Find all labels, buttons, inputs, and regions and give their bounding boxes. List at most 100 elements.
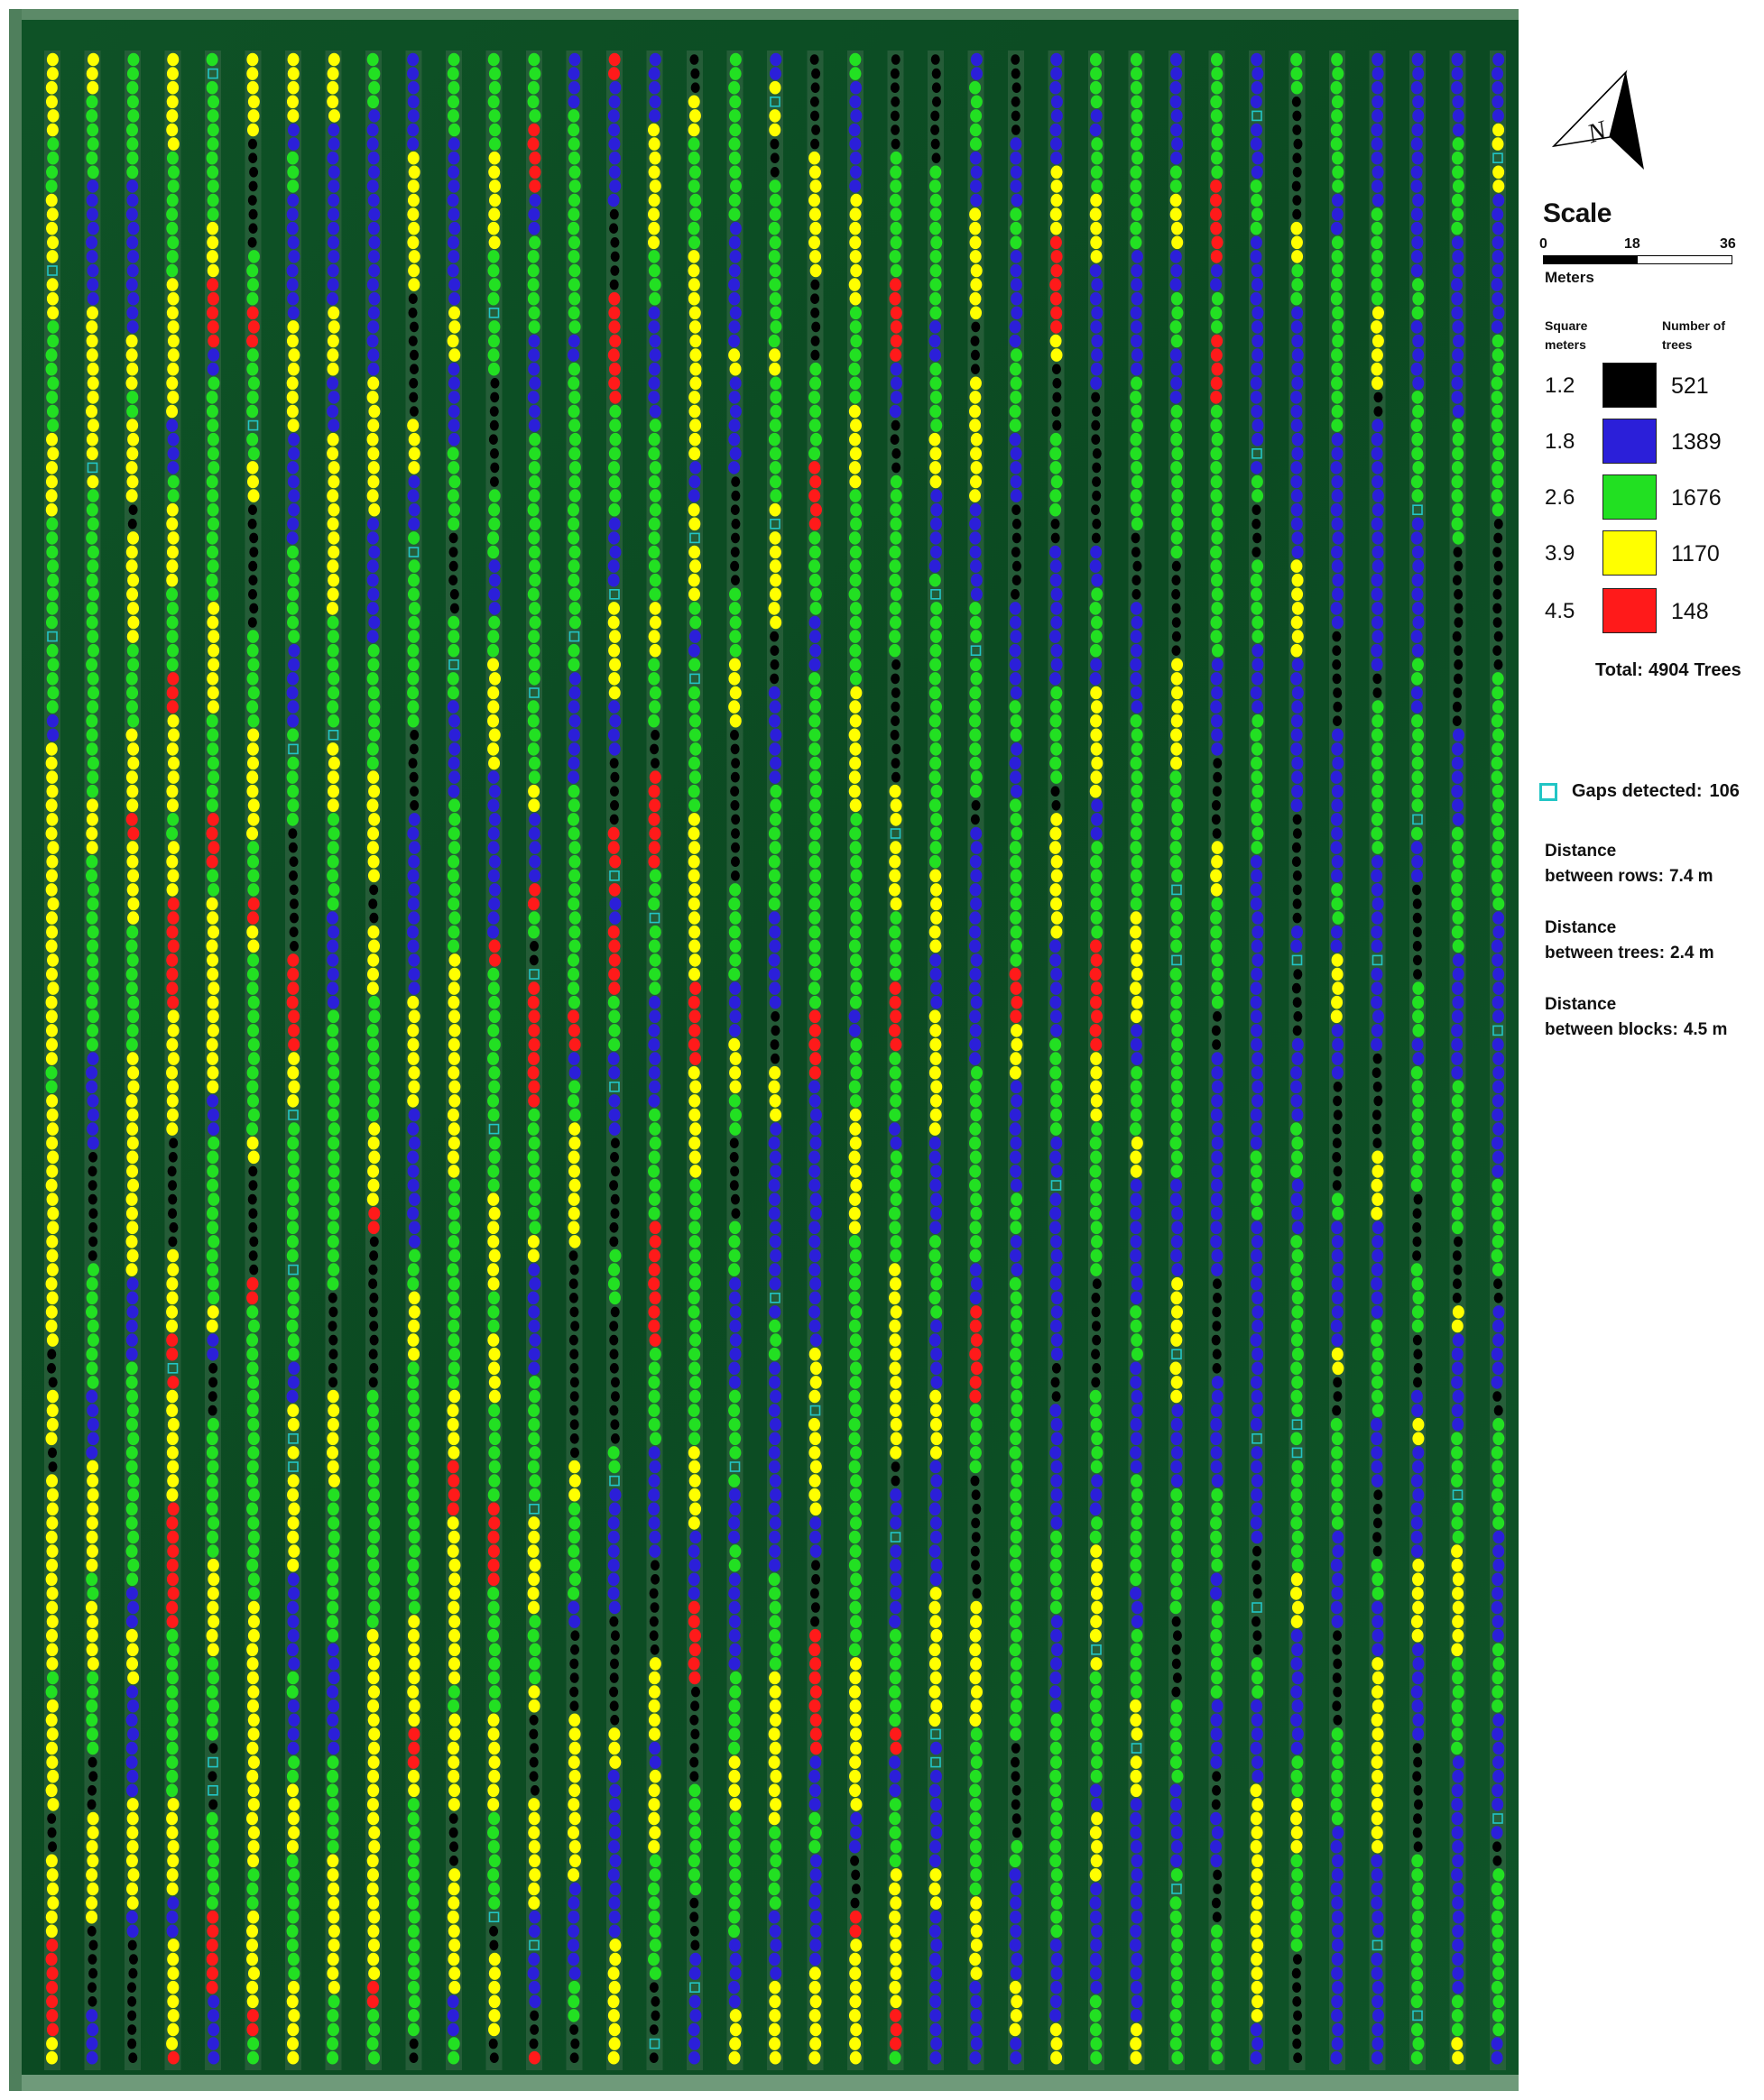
tree-crown <box>1290 52 1303 67</box>
tree-crown <box>1333 1377 1343 1388</box>
tree-crown <box>125 1910 138 1924</box>
tree-crown <box>1332 715 1342 726</box>
tree-crown <box>247 1052 260 1065</box>
tree-crown <box>1011 124 1021 135</box>
tree-crown <box>1211 1924 1224 1939</box>
tree-crown <box>1332 1572 1344 1587</box>
tree-crown <box>769 1544 781 1558</box>
tree-crown <box>87 1094 99 1108</box>
tree-crown <box>207 1544 219 1558</box>
tree-crown <box>45 1024 58 1037</box>
tree-crown <box>487 1052 500 1065</box>
tree-crown <box>808 1024 821 1037</box>
tree-crown <box>47 897 60 911</box>
tree-crown <box>609 1826 622 1839</box>
tree-crown <box>808 1235 821 1248</box>
tree-crown <box>246 404 259 419</box>
tree-crown <box>488 1854 501 1868</box>
tree-crown <box>930 502 943 517</box>
tree-crown <box>207 1263 219 1276</box>
tree-crown <box>1169 770 1182 784</box>
tree-crown <box>808 1165 821 1178</box>
tree-crown <box>1250 1811 1262 1826</box>
tree-crown <box>1171 1616 1181 1627</box>
tree-crown <box>731 842 741 853</box>
tree-crown <box>367 1713 380 1727</box>
tree-crown <box>246 1952 259 1966</box>
tree-crown <box>649 967 661 981</box>
tree-crown <box>488 1882 501 1896</box>
tree-crown <box>1211 1165 1224 1178</box>
tree-crown <box>890 841 902 854</box>
tree-crown <box>1212 1321 1222 1331</box>
tree-crown <box>488 165 501 180</box>
tree-crown <box>970 1193 983 1206</box>
tree-crown <box>1411 573 1424 587</box>
tree-crown <box>1130 1178 1142 1193</box>
tree-crown <box>1371 1671 1384 1685</box>
tree-crown <box>1211 1389 1224 1404</box>
tree-crown <box>648 1502 660 1516</box>
tree-crown <box>1330 1839 1343 1854</box>
tree-crown <box>1091 306 1104 320</box>
tree-crown <box>769 1980 781 1994</box>
tree-crown <box>849 658 862 672</box>
tree-crown <box>367 419 380 432</box>
tree-crown <box>46 221 59 235</box>
tree-crown <box>969 235 982 250</box>
tree-crown <box>889 1361 901 1376</box>
tree-crown <box>969 559 982 573</box>
tree-crown <box>487 1178 500 1193</box>
tree-crown <box>769 700 781 714</box>
tree-crown <box>407 52 420 67</box>
tree-crown <box>126 193 139 207</box>
tree-crown <box>1290 1544 1303 1558</box>
tree-crown <box>1290 1939 1303 1952</box>
tree-crown <box>568 1798 580 1811</box>
tree-crown <box>1371 1657 1384 1671</box>
tree-crown <box>287 615 300 630</box>
tree-crown <box>1410 1530 1423 1544</box>
tree-crown <box>1131 1094 1143 1108</box>
tree-crown <box>287 1910 300 1924</box>
tree-crown <box>488 854 501 869</box>
tree-crown <box>688 630 701 643</box>
tree-crown <box>1211 2009 1224 2022</box>
tree-crown <box>1371 756 1383 770</box>
tree-crown <box>1371 854 1383 869</box>
tree-crown <box>1090 545 1103 559</box>
tree-crown <box>570 1644 580 1655</box>
tree-crown <box>1130 1122 1142 1136</box>
tree-crown <box>1332 1980 1344 1994</box>
tree-crown <box>1130 1460 1142 1474</box>
tree-crown <box>127 602 140 615</box>
tree-crown <box>1371 573 1383 587</box>
tree-crown <box>1050 1291 1063 1305</box>
tree-crown <box>126 1572 139 1587</box>
tree-crown <box>87 925 99 939</box>
tree-crown <box>1372 1532 1382 1543</box>
tree-crown <box>928 714 941 728</box>
tree-crown <box>729 911 742 925</box>
tree-crown <box>1410 2022 1423 2037</box>
tree-crown <box>1211 1600 1224 1615</box>
tree-crown <box>408 1235 420 1248</box>
tree-crown <box>1210 391 1223 404</box>
tree-crown <box>1049 1220 1062 1235</box>
tree-crown <box>1049 447 1062 461</box>
tree-crown <box>1371 798 1384 813</box>
tree-crown <box>1412 1009 1425 1024</box>
tree-crown <box>87 1432 99 1446</box>
tree-crown <box>488 1404 501 1417</box>
tree-crown <box>1049 1839 1062 1854</box>
tree-crown <box>851 1884 861 1894</box>
tree-crown <box>87 672 99 686</box>
tree-crown <box>86 1910 98 1924</box>
tree-crown <box>809 1206 822 1220</box>
tree-crown <box>207 419 219 432</box>
tree-crown <box>1090 1037 1103 1052</box>
tree-crown <box>1130 52 1142 67</box>
tree-crown <box>1371 925 1383 939</box>
tree-crown <box>447 1376 459 1389</box>
tree-crown <box>1411 391 1424 404</box>
